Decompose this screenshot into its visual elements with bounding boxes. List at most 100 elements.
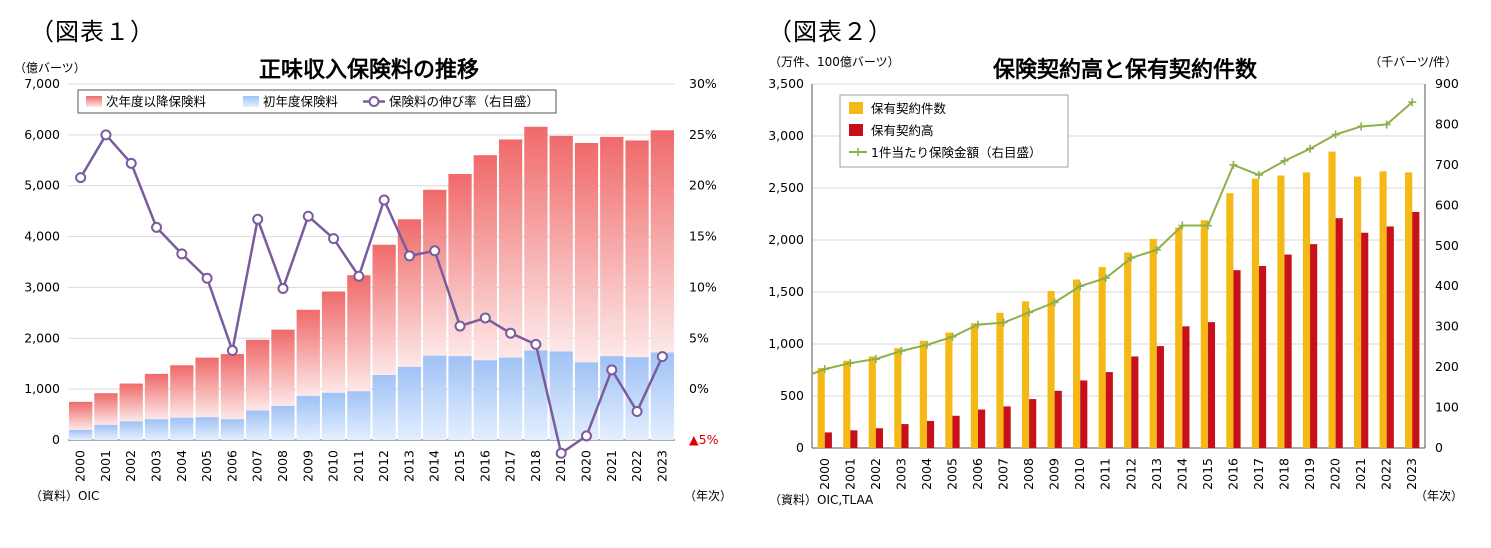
chart-2-bars: [817, 151, 1420, 449]
c1-growth-point: [580, 430, 592, 442]
chart-2-source: （資料）OIC,TLAA: [769, 493, 874, 507]
c2-bar-sum-insured: [978, 409, 986, 448]
c2-ytick-right: 700: [1435, 157, 1459, 172]
c1-bar-subsequent: [372, 244, 396, 375]
chart-2-axes: 0 500 1,000 1,500 2,000 2,500 3,000 3,500 0 100 20…: [768, 76, 1459, 490]
c1-growth-point: [277, 282, 289, 294]
c2-bar-policies: [970, 323, 979, 448]
c1-bar-subsequent: [271, 329, 295, 406]
c1-bar-first-year: [473, 360, 497, 440]
c2-ytick-left: 3,000: [768, 128, 804, 143]
c1-bar-subsequent: [600, 136, 624, 357]
chart-1-source: （資料）OIC: [30, 489, 99, 503]
c2-bar-policies: [1175, 227, 1183, 448]
c1-bar-subsequent: [549, 135, 573, 352]
c1-ytick-right: 20%: [689, 178, 717, 193]
c2-ytick-left: 500: [780, 388, 804, 403]
c2-ytick-left: 3,500: [768, 76, 804, 91]
c1-growth-point: [505, 327, 517, 339]
c1-bar-first-year: [448, 356, 472, 440]
c1-bar-first-year: [650, 352, 674, 440]
c2-xtick: 2000: [817, 458, 832, 490]
c1-xtick: 2015: [452, 450, 467, 482]
c1-ytick-left: 7,000: [24, 76, 60, 91]
c1-bar-first-year: [574, 362, 599, 440]
chart-2-x-unit: （年次）: [1415, 489, 1463, 503]
c1-xtick: 2002: [123, 450, 138, 482]
c1-bar-subsequent: [246, 339, 270, 411]
c1-bar-subsequent: [69, 401, 93, 430]
c1-growth-point: [353, 270, 365, 282]
chart-2-legend: 保有契約件数 保有契約高 1件当たり保険金額（右目盛）: [839, 94, 1069, 168]
legend-marker-amount: [854, 148, 862, 156]
c1-bar-first-year: [271, 405, 295, 440]
c2-amount-point: [897, 346, 906, 355]
c1-xtick: 2016: [477, 450, 492, 482]
c1-ytick-left: 1,000: [24, 381, 60, 396]
c2-ytick-right: 100: [1435, 400, 1459, 415]
c2-amount-point: [1229, 160, 1238, 169]
legend-label-amount-per-policy: 1件当たり保険金額（右目盛）: [871, 145, 1041, 160]
c1-bar-first-year: [347, 391, 371, 440]
c2-amount-point: [1127, 253, 1136, 262]
c1-bar-subsequent: [220, 354, 245, 420]
c1-xtick: 2005: [199, 450, 214, 482]
c2-amount-point: [1076, 282, 1085, 291]
c1-growth-point: [429, 245, 441, 257]
c2-bar-policies: [843, 360, 851, 448]
c1-bar-subsequent: [574, 142, 599, 363]
c1-ytick-left: 2,000: [24, 330, 60, 345]
c2-amount-point: [871, 355, 880, 364]
legend-label-growth-rate: 保険料の伸び率（右目盛）: [389, 94, 539, 109]
c2-amount-point: [922, 340, 931, 349]
c2-bar-sum-insured: [1310, 244, 1318, 448]
c2-ytick-right: 400: [1435, 278, 1459, 293]
c2-bar-sum-insured: [1029, 399, 1037, 448]
c1-bar-subsequent: [397, 219, 422, 367]
c2-xtick: 2023: [1404, 458, 1419, 490]
c2-bar-sum-insured: [850, 430, 858, 448]
c2-xtick: 2016: [1225, 458, 1240, 490]
c1-xtick: 2006: [224, 450, 239, 482]
legend-swatch-sum-insured: [849, 124, 863, 136]
c1-xtick: 2019: [553, 450, 568, 482]
c2-bar-sum-insured: [952, 415, 960, 448]
c2-amount-point: [1178, 221, 1187, 230]
c2-xtick: 2008: [1021, 458, 1036, 490]
c2-amount-point: [1382, 120, 1391, 129]
c1-growth-point: [226, 344, 238, 356]
c2-bar-sum-insured: [1335, 218, 1343, 448]
c1-ytick-left: 3,000: [24, 279, 60, 294]
c1-xtick: 2007: [250, 450, 265, 482]
c1-growth-point: [328, 233, 340, 245]
c2-xtick: 2017: [1251, 458, 1266, 490]
c2-amount-point: [846, 359, 855, 368]
c2-xtick: 2015: [1200, 458, 1215, 490]
c1-growth-point: [555, 447, 567, 459]
c1-xtick: 2004: [174, 450, 189, 482]
c2-bar-sum-insured: [1105, 372, 1113, 448]
c2-xtick: 2007: [996, 458, 1011, 490]
chart-1-legend: 次年度以降保険料 初年度保険料 保険料の伸び率（右目盛）: [77, 89, 557, 114]
c2-bar-policies: [1379, 171, 1387, 449]
c2-amount-point: [1357, 122, 1366, 131]
c2-amount-point: [1025, 308, 1034, 317]
c2-amount-point: [820, 365, 829, 374]
c2-bar-sum-insured: [824, 432, 832, 448]
c1-growth-point: [252, 213, 264, 225]
c1-bar-first-year: [321, 392, 346, 440]
c2-amount-point: [999, 318, 1008, 327]
c1-xtick: 2012: [376, 450, 391, 482]
legend-label-subsequent-premium: 次年度以降保険料: [106, 94, 207, 109]
c2-ytick-right: 200: [1435, 359, 1459, 374]
c2-bar-policies: [1251, 178, 1259, 448]
c2-bar-sum-insured: [926, 420, 935, 448]
legend-label-policies: 保有契約件数: [871, 101, 947, 116]
c1-ytick-left: 5,000: [24, 178, 60, 193]
c2-amount-point: [1203, 221, 1212, 230]
c1-xtick: 2020: [578, 450, 593, 482]
figure-2-label: （図表２）: [768, 18, 893, 46]
chart-2-amount-line: [811, 98, 1417, 375]
c1-bar-subsequent: [144, 373, 169, 420]
c1-growth-point: [378, 194, 390, 206]
